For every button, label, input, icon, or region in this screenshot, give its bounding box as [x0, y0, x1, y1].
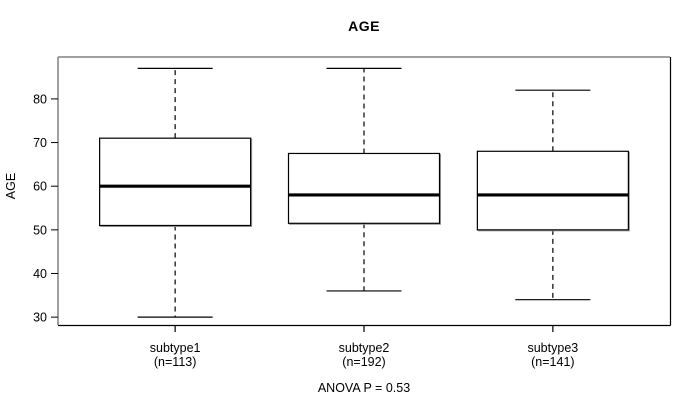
group-sublabel-subtype1: (n=113): [154, 355, 197, 369]
group-label-subtype1: subtype1: [150, 341, 201, 355]
y-tick-label: 50: [33, 223, 47, 237]
y-tick-label: 80: [33, 92, 47, 106]
anova-annotation: ANOVA P = 0.53: [317, 381, 411, 395]
iqr-box-subtype1: [99, 137, 252, 227]
group-sublabel-subtype2: (n=192): [342, 355, 385, 369]
group-label-subtype2: subtype2: [339, 341, 390, 355]
y-tick-label: 30: [33, 311, 47, 325]
y-tick-label: 40: [33, 267, 47, 281]
group-label-subtype3: subtype3: [527, 341, 578, 355]
group-sublabel-subtype3: (n=141): [531, 355, 574, 369]
y-tick-label: 60: [33, 180, 47, 194]
chart-title: AGE: [348, 18, 380, 34]
iqr-box-subtype2: [287, 152, 441, 224]
y-tick-label: 70: [33, 136, 47, 150]
iqr-box-subtype3: [476, 150, 629, 231]
